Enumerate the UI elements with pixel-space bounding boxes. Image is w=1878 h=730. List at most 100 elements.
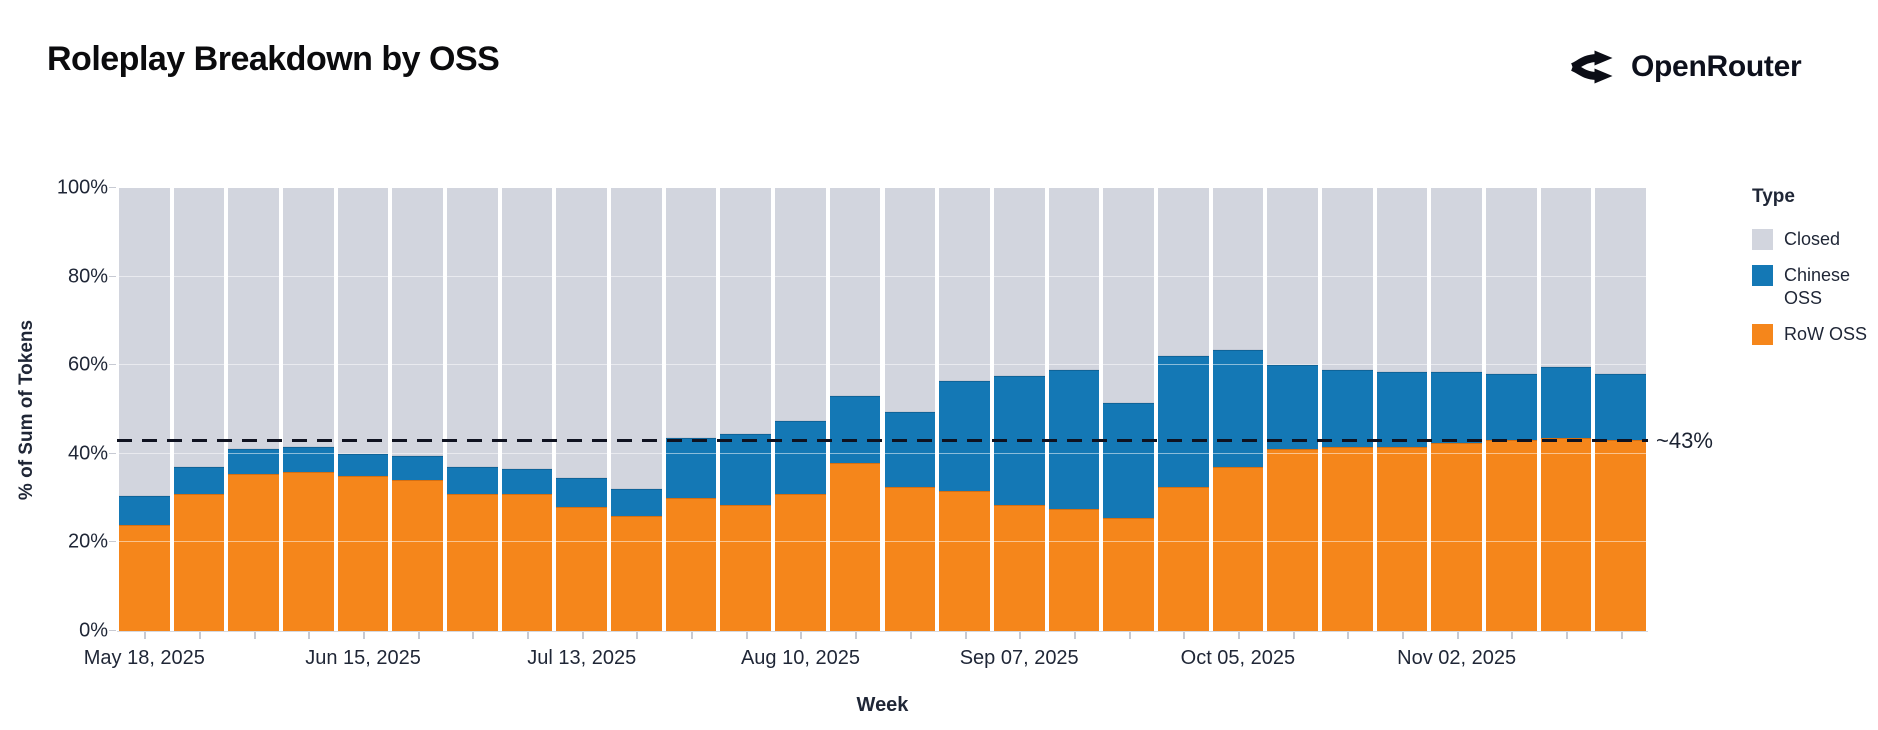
legend-item-chinese-oss[interactable]: Chinese OSS <box>1752 264 1870 310</box>
bar-sep-28-2025[interactable] <box>1156 188 1211 631</box>
segment-chinese[interactable] <box>119 495 170 525</box>
segment-chinese[interactable] <box>283 447 334 472</box>
segment-closed[interactable] <box>939 188 990 381</box>
segment-row[interactable] <box>228 473 280 631</box>
segment-closed[interactable] <box>556 188 608 479</box>
segment-closed[interactable] <box>1595 188 1646 375</box>
segment-chinese[interactable] <box>1376 371 1428 448</box>
segment-chinese[interactable] <box>829 396 881 463</box>
segment-closed[interactable] <box>775 188 826 421</box>
segment-chinese[interactable] <box>501 469 553 494</box>
segment-chinese[interactable] <box>556 478 608 507</box>
legend-item-row-oss[interactable]: RoW OSS <box>1752 323 1870 346</box>
bar-jun-29-2025[interactable] <box>445 188 500 631</box>
segment-closed[interactable] <box>611 188 662 490</box>
segment-chinese[interactable] <box>1485 374 1537 441</box>
segment-chinese[interactable] <box>775 420 826 494</box>
segment-chinese[interactable] <box>173 467 225 494</box>
segment-row[interactable] <box>665 498 717 631</box>
bar-jul-20-2025[interactable] <box>609 188 664 631</box>
segment-chinese[interactable] <box>1157 356 1209 487</box>
segment-row[interactable] <box>1267 449 1318 631</box>
bar-oct-19-2025[interactable] <box>1320 188 1375 631</box>
bar-sep-21-2025[interactable] <box>1101 188 1156 631</box>
segment-row[interactable] <box>1157 487 1209 631</box>
segment-chinese[interactable] <box>1595 374 1646 441</box>
segment-closed[interactable] <box>1321 188 1373 370</box>
segment-row[interactable] <box>884 487 936 631</box>
segment-row[interactable] <box>337 475 389 631</box>
segment-row[interactable] <box>283 471 334 631</box>
bar-jun-08-2025[interactable] <box>281 188 336 631</box>
segment-row[interactable] <box>1376 447 1428 631</box>
segment-closed[interactable] <box>337 188 389 454</box>
segment-closed[interactable] <box>283 188 334 448</box>
segment-closed[interactable] <box>1540 188 1592 368</box>
segment-row[interactable] <box>775 493 826 631</box>
segment-closed[interactable] <box>173 188 225 468</box>
segment-row[interactable] <box>501 493 553 631</box>
segment-row[interactable] <box>1103 518 1154 631</box>
segment-closed[interactable] <box>392 188 444 456</box>
segment-row[interactable] <box>720 504 772 631</box>
bar-nov-02-2025[interactable] <box>1429 188 1484 631</box>
segment-row[interactable] <box>447 493 498 631</box>
segment-closed[interactable] <box>1376 188 1428 372</box>
segment-closed[interactable] <box>228 188 280 450</box>
segment-row[interactable] <box>611 515 662 631</box>
segment-chinese[interactable] <box>1431 371 1482 443</box>
segment-closed[interactable] <box>1157 188 1209 357</box>
bar-may-25-2025[interactable] <box>172 188 227 631</box>
segment-closed[interactable] <box>884 188 936 412</box>
segment-closed[interactable] <box>829 188 881 397</box>
segment-closed[interactable] <box>1212 188 1264 350</box>
bar-oct-26-2025[interactable] <box>1375 188 1430 631</box>
bar-aug-10-2025[interactable] <box>773 188 828 631</box>
segment-chinese[interactable] <box>447 467 498 494</box>
segment-closed[interactable] <box>1267 188 1318 366</box>
bar-aug-03-2025[interactable] <box>718 188 773 631</box>
segment-row[interactable] <box>1485 440 1537 631</box>
segment-row[interactable] <box>392 480 444 631</box>
bar-jul-27-2025[interactable] <box>664 188 719 631</box>
segment-closed[interactable] <box>1103 188 1154 403</box>
segment-chinese[interactable] <box>1321 369 1373 448</box>
segment-chinese[interactable] <box>1267 365 1318 450</box>
segment-row[interactable] <box>939 491 990 631</box>
segment-chinese[interactable] <box>392 456 444 481</box>
segment-chinese[interactable] <box>939 380 990 492</box>
segment-chinese[interactable] <box>1540 367 1592 439</box>
segment-closed[interactable] <box>1431 188 1482 372</box>
bar-jun-15-2025[interactable] <box>336 188 391 631</box>
segment-closed[interactable] <box>993 188 1045 377</box>
segment-closed[interactable] <box>1048 188 1100 370</box>
bar-oct-05-2025[interactable] <box>1211 188 1266 631</box>
bar-jul-06-2025[interactable] <box>500 188 555 631</box>
bar-aug-17-2025[interactable] <box>828 188 883 631</box>
segment-row[interactable] <box>829 462 881 631</box>
bar-may-18-2025[interactable] <box>117 188 172 631</box>
bar-jun-01-2025[interactable] <box>226 188 281 631</box>
bar-nov-16-2025[interactable] <box>1539 188 1594 631</box>
bar-sep-07-2025[interactable] <box>992 188 1047 631</box>
segment-row[interactable] <box>119 524 170 631</box>
bar-jul-13-2025[interactable] <box>554 188 609 631</box>
legend-item-closed[interactable]: Closed <box>1752 228 1870 251</box>
segment-chinese[interactable] <box>665 438 717 499</box>
segment-chinese[interactable] <box>884 411 936 487</box>
segment-chinese[interactable] <box>228 449 280 474</box>
bar-jun-22-2025[interactable] <box>390 188 445 631</box>
segment-row[interactable] <box>1321 447 1373 631</box>
segment-chinese[interactable] <box>337 453 389 476</box>
bar-oct-12-2025[interactable] <box>1265 188 1320 631</box>
segment-row[interactable] <box>1431 442 1482 631</box>
segment-row[interactable] <box>1048 509 1100 631</box>
segment-chinese[interactable] <box>611 489 662 516</box>
segment-row[interactable] <box>556 506 608 631</box>
segment-chinese[interactable] <box>720 433 772 505</box>
bar-aug-24-2025[interactable] <box>883 188 938 631</box>
segment-chinese[interactable] <box>1103 402 1154 519</box>
bar-nov-09-2025[interactable] <box>1484 188 1539 631</box>
bar-nov-23-2025[interactable] <box>1593 188 1648 631</box>
bar-aug-31-2025[interactable] <box>937 188 992 631</box>
